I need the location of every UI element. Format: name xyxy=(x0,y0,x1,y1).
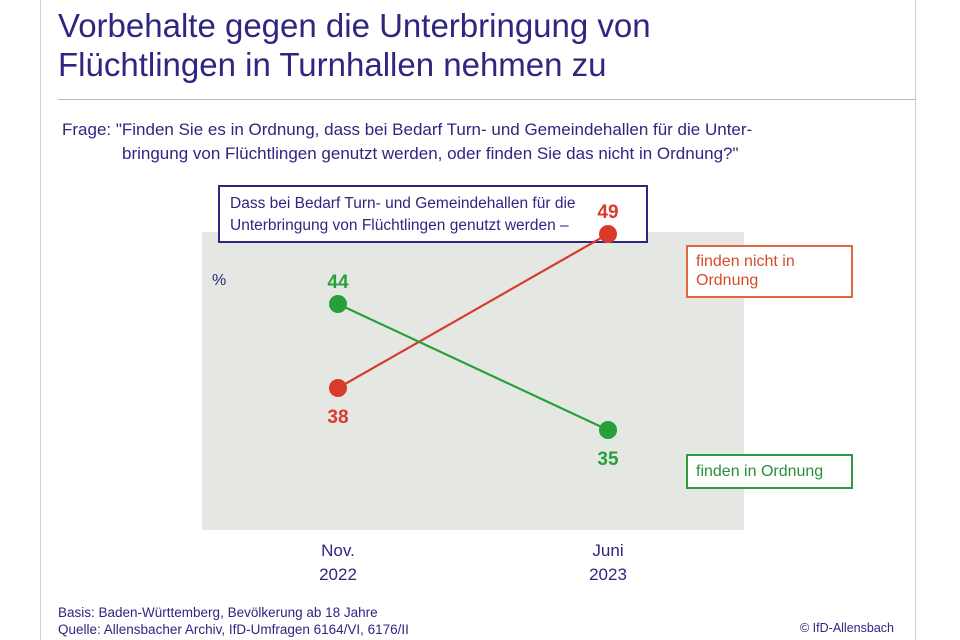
survey-question: Frage: "Finden Sie es in Ordnung, dass b… xyxy=(62,118,902,166)
legend-not-ok-line-2: Ordnung xyxy=(696,272,759,289)
x-tick-label: Juni 2023 xyxy=(548,539,668,587)
copyright-notice: © IfD-Allensbach xyxy=(800,621,894,635)
question-line-1: Frage: "Finden Sie es in Ordnung, dass b… xyxy=(62,120,753,139)
series-0-data-label-1: 49 xyxy=(597,202,618,223)
title-divider xyxy=(58,99,916,100)
y-axis-unit-label: % xyxy=(212,272,227,289)
x-tick-1-line-2: 2023 xyxy=(589,565,627,584)
title-line-1: Vorbehalte gegen die Unterbringung von xyxy=(58,7,651,44)
legend-ok: finden in Ordnung xyxy=(686,454,853,489)
question-line-2: bringung von Flüchtlingen genutzt werden… xyxy=(122,144,739,163)
subject-line-1: Dass bei Bedarf Turn- und Gemeindehallen… xyxy=(230,195,576,212)
footer-base: Basis: Baden-Württemberg, Bevölkerung ab… xyxy=(58,605,378,620)
legend-not-ok: finden nicht in Ordnung xyxy=(686,245,853,298)
x-tick-label: Nov. 2022 xyxy=(278,539,398,587)
legend-ok-label: finden in Ordnung xyxy=(696,463,824,480)
legend-not-ok-line-1: finden nicht in xyxy=(696,253,795,270)
series-1-point-1 xyxy=(599,421,617,439)
series-1-line xyxy=(337,303,609,431)
series-1-data-label-0: 44 xyxy=(327,272,349,293)
title-line-2: Flüchtlingen in Turnhallen nehmen zu xyxy=(58,46,607,83)
series-0-point-1 xyxy=(599,225,617,243)
series-1-point-0 xyxy=(329,295,347,313)
series-0-point-0 xyxy=(329,379,347,397)
series-1-data-label-1: 35 xyxy=(597,449,619,470)
question-subject-box: Dass bei Bedarf Turn- und Gemeindehallen… xyxy=(218,185,648,243)
subject-line-2: Unterbringung von Flüchtlingen genutzt w… xyxy=(230,217,569,234)
series-0-line xyxy=(337,233,609,389)
plot-background xyxy=(202,232,744,530)
footer-source: Quelle: Allensbacher Archiv, IfD-Umfrage… xyxy=(58,622,409,637)
chart-footer: Basis: Baden-Württemberg, Bevölkerung ab… xyxy=(58,604,409,638)
frame-left-rule xyxy=(40,0,41,640)
chart-title: Vorbehalte gegen die Unterbringung von F… xyxy=(58,6,908,84)
x-tick-0-line-2: 2022 xyxy=(319,565,357,584)
x-tick-1-line-1: Juni xyxy=(592,541,624,560)
x-tick-0-line-1: Nov. xyxy=(321,541,355,560)
series-0-data-label-0: 38 xyxy=(327,407,348,428)
frame-right-rule xyxy=(915,0,916,640)
